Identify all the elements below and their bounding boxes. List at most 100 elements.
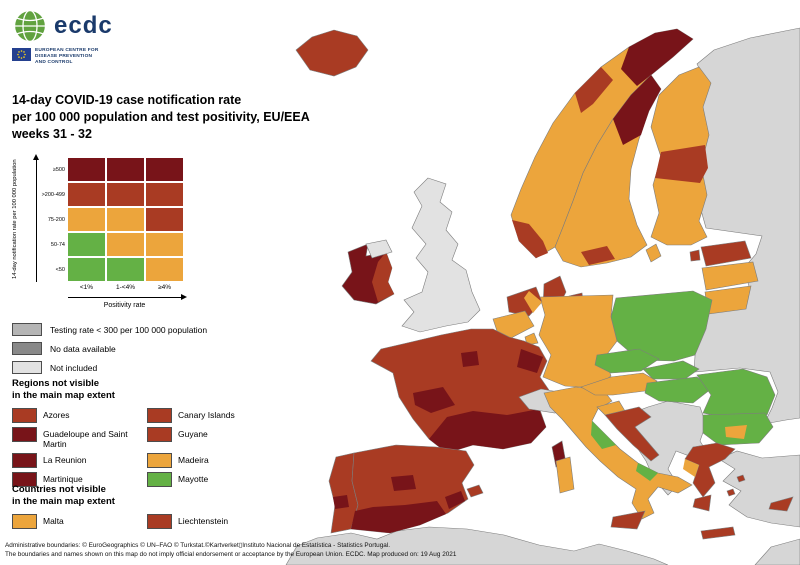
ecdc-globe-icon bbox=[13, 9, 47, 43]
matrix-row-label: 75-200 bbox=[47, 217, 65, 223]
map-footer: Administrative boundaries: © EuroGeograp… bbox=[5, 542, 797, 560]
legend-swatch bbox=[147, 407, 172, 423]
legend-item-testing-rate: Testing rate < 300 per 100 000 populatio… bbox=[12, 320, 207, 339]
legend-swatch bbox=[12, 513, 37, 529]
regions-grid: Azores Canary Islands Guadeloupe and Sai… bbox=[12, 407, 280, 488]
regions-legend: Regions not visible in the main map exte… bbox=[12, 378, 280, 488]
legend-item-guadeloupe: Guadeloupe and Saint Martin bbox=[12, 426, 147, 450]
legend-label: Martinique bbox=[43, 474, 83, 485]
legend-item-malta: Malta bbox=[12, 513, 147, 529]
region-netherlands-east bbox=[524, 291, 542, 313]
region-italy-south-green bbox=[636, 463, 658, 481]
region-sweden-north bbox=[613, 75, 661, 145]
legend-matrix: 14-day notification rate per 100 000 pop… bbox=[10, 150, 210, 318]
region-italy-centre-green bbox=[591, 421, 616, 449]
matrix-x-axis-line bbox=[68, 294, 187, 300]
legend-swatch bbox=[12, 361, 42, 374]
ecdc-wordmark: ecdc bbox=[54, 12, 113, 39]
region-peloponnese bbox=[692, 494, 712, 512]
region-greece-west bbox=[683, 459, 699, 477]
legend-item-no-data: No data available bbox=[12, 339, 207, 358]
region-aegean-island-2 bbox=[736, 474, 746, 483]
country-croatia bbox=[604, 406, 660, 462]
legend-swatch bbox=[12, 342, 42, 355]
matrix-y-axis-label: 14-day notification rate per 100 000 pop… bbox=[12, 159, 18, 279]
region-norway-mid bbox=[575, 67, 613, 113]
matrix-cell bbox=[107, 158, 144, 181]
country-germany bbox=[538, 294, 618, 389]
legend-label: Canary Islands bbox=[178, 409, 235, 420]
matrix-col-label: ≥4% bbox=[158, 284, 171, 291]
footer-disclaimer: The boundaries and names shown on this m… bbox=[5, 550, 457, 558]
matrix-cell bbox=[68, 158, 105, 181]
footer-attribution: Administrative boundaries: © EuroGeograp… bbox=[5, 542, 391, 549]
country-iceland bbox=[295, 29, 369, 77]
region-northern-ireland bbox=[365, 239, 393, 259]
matrix-cell bbox=[107, 233, 144, 256]
region-ireland-east bbox=[372, 252, 394, 302]
matrix-col-label: <1% bbox=[79, 284, 94, 291]
matrix-row-label: 50-74 bbox=[50, 242, 65, 248]
matrix-cell bbox=[107, 208, 144, 231]
region-norway-south bbox=[512, 220, 548, 258]
region-estonia-islands bbox=[689, 249, 701, 262]
region-france-northeast bbox=[517, 349, 543, 373]
matrix-cell bbox=[107, 258, 144, 281]
matrix-y-axis-arrow-icon bbox=[33, 154, 39, 160]
matrix-cell bbox=[68, 233, 105, 256]
region-finland-mid bbox=[655, 145, 708, 183]
countries-heading: Countries not visible in the main map ex… bbox=[12, 484, 115, 507]
region-france-centre-west bbox=[413, 387, 455, 413]
countries-legend: Countries not visible in the main map ex… bbox=[12, 484, 280, 529]
region-gotland bbox=[645, 243, 662, 263]
legend-item-canary-islands: Canary Islands bbox=[147, 407, 277, 423]
legend-item-madeira: Madeira bbox=[147, 453, 277, 469]
ecdc-logo-subtitle: EUROPEAN CENTRE FOR DISEASE PREVENTION A… bbox=[35, 48, 99, 65]
region-bulgaria-centre bbox=[725, 425, 747, 439]
legend-label: No data available bbox=[50, 343, 116, 354]
country-latvia bbox=[701, 261, 759, 291]
region-russia-east bbox=[693, 27, 800, 425]
legend-swatch bbox=[147, 472, 172, 488]
legend-item-azores: Azores bbox=[12, 407, 147, 423]
matrix-cell bbox=[68, 258, 105, 281]
region-spain-madrid bbox=[391, 475, 416, 491]
country-united-kingdom bbox=[401, 177, 481, 333]
region-crete bbox=[700, 526, 736, 540]
matrix-cell bbox=[68, 208, 105, 231]
legend-item-la-reunion: La Reunion bbox=[12, 453, 147, 469]
regions-heading: Regions not visible in the main map exte… bbox=[12, 378, 115, 401]
legend-label: Guyane bbox=[178, 428, 208, 439]
region-france-south bbox=[429, 409, 546, 453]
map-title-line3: weeks 31 - 32 bbox=[12, 126, 92, 141]
region-middle-east bbox=[754, 538, 800, 565]
region-balearic-islands bbox=[466, 484, 484, 498]
legend-item-martinique: Martinique bbox=[12, 472, 147, 488]
matrix-row-labels: ≥500 >200-499 75-200 50-74 <50 bbox=[39, 158, 65, 283]
matrix-cell bbox=[146, 158, 183, 181]
matrix-row-label: >200-499 bbox=[41, 192, 65, 198]
legend-swatch bbox=[12, 407, 37, 423]
legend-swatch bbox=[147, 426, 172, 442]
country-romania bbox=[696, 368, 776, 420]
legend-label: Testing rate < 300 per 100 000 populatio… bbox=[50, 324, 208, 335]
country-czechia bbox=[594, 348, 660, 374]
country-belgium bbox=[492, 310, 535, 339]
country-italy bbox=[543, 386, 693, 520]
region-sardinia bbox=[555, 456, 575, 494]
matrix-grid bbox=[68, 158, 183, 281]
matrix-col-labels: <1% 1-<4% ≥4% bbox=[68, 284, 183, 291]
legend-swatch bbox=[12, 426, 37, 442]
legend-swatch bbox=[12, 472, 37, 488]
country-hungary bbox=[644, 376, 712, 404]
legend-swatch bbox=[12, 453, 37, 469]
legend-item-mayotte: Mayotte bbox=[147, 472, 277, 488]
region-spain-andalusia bbox=[351, 501, 446, 533]
region-france-paris bbox=[461, 351, 479, 367]
legend-label: Azores bbox=[43, 409, 70, 420]
region-north-africa bbox=[285, 526, 669, 565]
country-cyprus bbox=[768, 496, 794, 512]
region-aegean-island-1 bbox=[726, 488, 736, 497]
